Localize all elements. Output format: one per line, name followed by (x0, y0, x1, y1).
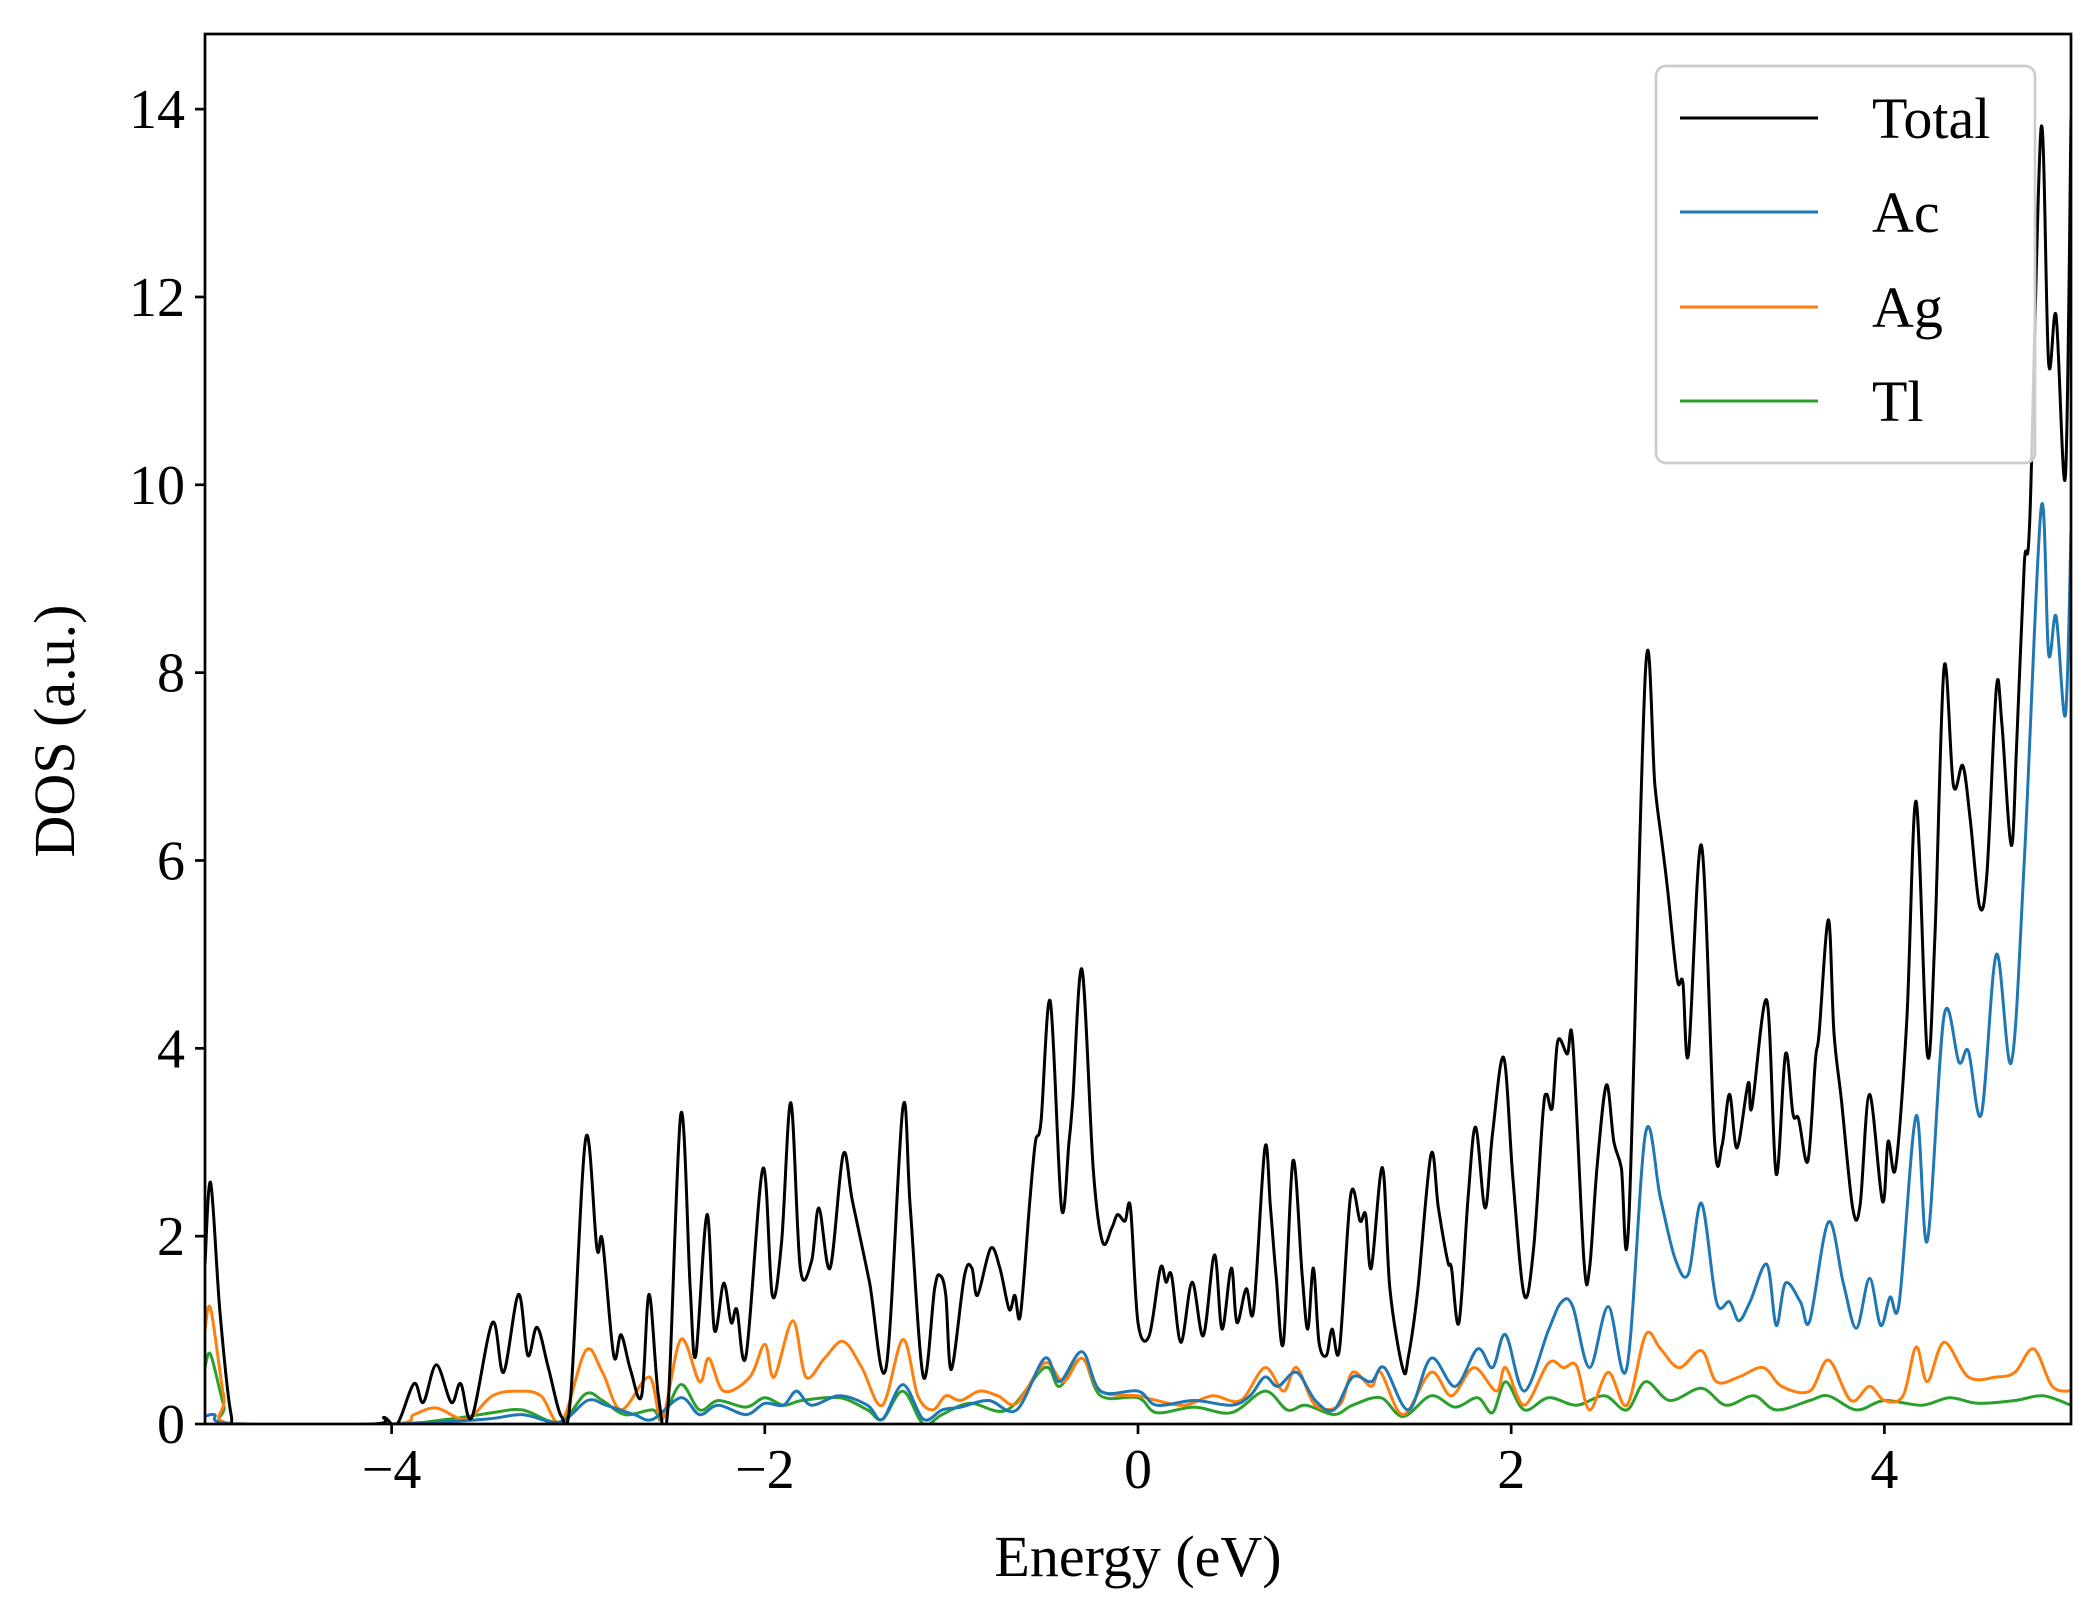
y-tick-label: 2 (157, 1206, 185, 1268)
legend-label: Total (1872, 86, 1990, 151)
y-tick-label: 4 (157, 1018, 185, 1080)
x-tick-label: −2 (735, 1439, 795, 1501)
y-axis-label: DOS (a.u.) (22, 605, 87, 858)
series-line-ac (205, 502, 2071, 1424)
y-tick-label: 10 (129, 455, 185, 517)
legend-label: Ag (1872, 275, 1943, 340)
legend: Total Ac Ag Tl (1654, 64, 2037, 465)
series-layer (205, 118, 2071, 1424)
series-line-ag (205, 1304, 2071, 1424)
series-line-tl (205, 1351, 2071, 1424)
y-axis-ticks: 0 2 4 6 8 10 12 14 (129, 79, 205, 1456)
x-tick-label: 2 (1497, 1439, 1525, 1501)
legend-box (1654, 64, 2037, 465)
y-tick-label: 12 (129, 267, 185, 329)
x-tick-label: 4 (1870, 1439, 1898, 1501)
x-tick-label: 0 (1124, 1439, 1152, 1501)
y-tick-label: 14 (129, 79, 185, 141)
x-tick-label: −4 (362, 1439, 422, 1501)
y-tick-label: 8 (157, 643, 185, 705)
x-axis-ticks: −4 −2 0 2 4 (362, 1424, 1898, 1501)
y-tick-label: 6 (157, 830, 185, 892)
x-axis-label: Energy (eV) (994, 1524, 1281, 1589)
y-tick-label: 0 (157, 1394, 185, 1456)
legend-label: Ac (1872, 180, 1940, 245)
legend-label: Tl (1872, 369, 1924, 434)
series-line-total (205, 118, 2071, 1424)
